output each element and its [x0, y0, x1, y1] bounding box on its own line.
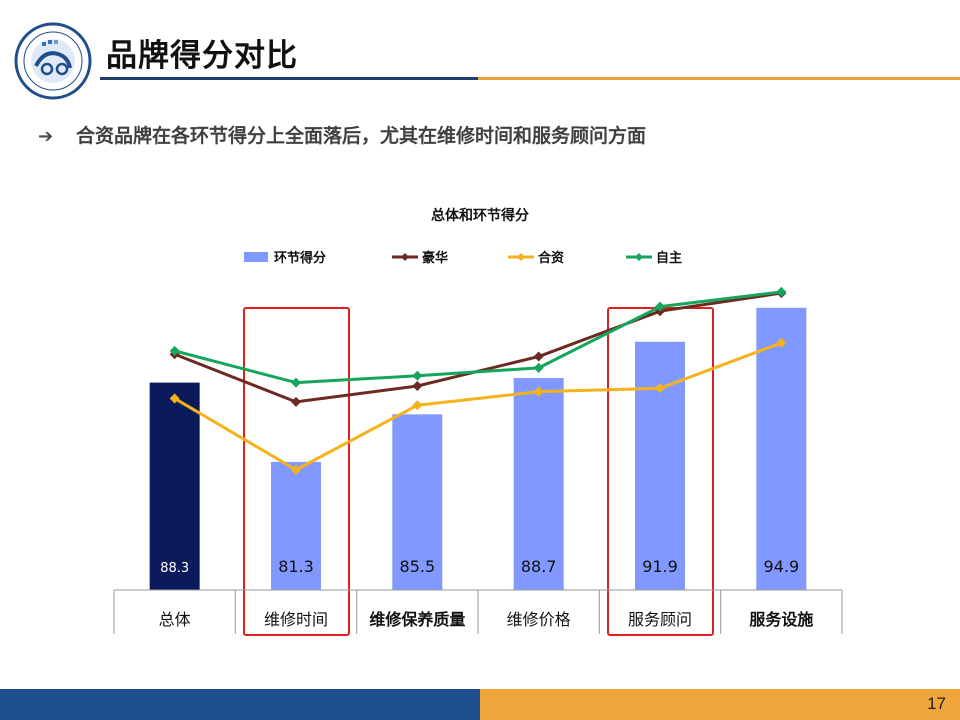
highlight-frame [243, 307, 350, 636]
series-point [169, 393, 180, 404]
legend-marker [517, 253, 525, 261]
legend-item-1: 环节得分 [244, 250, 326, 266]
legend-label: 环节得分 [274, 250, 326, 266]
legend-swatch-bar [244, 252, 268, 262]
page-title: 品牌得分对比 [106, 38, 298, 74]
series-line-2 [173, 341, 782, 472]
arrow-right-icon: ➔ [38, 126, 54, 147]
legend-item-3: 合资 [508, 250, 564, 266]
score-comparison-chart: 总体和环节得分 环节得分 豪华 合资 自主 88.3 81.3 85.5 88.7 91.9 9… [113, 207, 843, 636]
title-divider-dark [100, 77, 478, 80]
series-point [533, 386, 544, 397]
bar-5 [635, 341, 685, 590]
series-point [291, 396, 301, 407]
bar-2 [271, 461, 321, 590]
bar-data-label: 94.9 [764, 557, 800, 576]
bullet-text: 合资品牌在各环节得分上全面落后，尤其在维修时间和服务顾问方面 [76, 125, 647, 147]
page-number: 17 [927, 694, 946, 713]
bar-data-label: 88.7 [521, 557, 557, 576]
series-point [776, 286, 787, 297]
legend-label: 合资 [538, 250, 564, 266]
series-point [412, 400, 423, 411]
series-point [169, 345, 180, 356]
legend-item-4: 自主 [626, 250, 682, 266]
series-point [533, 362, 544, 373]
series-point [291, 377, 301, 388]
chart-title: 总体和环节得分 [431, 207, 529, 224]
footer-bar-gold [480, 689, 960, 720]
x-tick-label: 维修价格 [507, 610, 571, 629]
series-point [291, 464, 301, 475]
series-point [533, 351, 544, 362]
bar-3 [392, 414, 443, 590]
series-point [412, 370, 423, 381]
footer-bar-dark [0, 689, 480, 720]
legend-label: 自主 [656, 250, 682, 266]
x-tick-label: 维修时间 [264, 610, 328, 629]
x-tick-label: 服务设施 [749, 610, 813, 629]
series-point [776, 337, 787, 348]
legend-marker [401, 253, 409, 261]
legend-marker [635, 253, 643, 261]
x-tick-label: 总体 [159, 610, 191, 629]
association-logo-icon [14, 22, 92, 100]
bar-6 [756, 307, 807, 590]
series-line-1 [174, 291, 782, 404]
series-point [655, 383, 665, 394]
series-point [412, 381, 423, 391]
x-tick-label: 维修保养质量 [369, 610, 465, 629]
bar-4 [513, 378, 564, 590]
bar-data-label: 88.3 [160, 561, 189, 576]
bar-data-label: 81.3 [278, 557, 314, 576]
title-divider-gold [478, 77, 960, 80]
legend-label: 豪华 [422, 250, 448, 266]
series-line-3 [174, 290, 782, 385]
series-point [655, 301, 665, 312]
bar-data-label: 91.9 [642, 557, 678, 576]
x-tick-label: 服务顾问 [628, 610, 692, 629]
legend-item-2: 豪华 [392, 250, 448, 266]
bar-data-label: 85.5 [400, 557, 436, 576]
bar-1 [149, 382, 200, 590]
